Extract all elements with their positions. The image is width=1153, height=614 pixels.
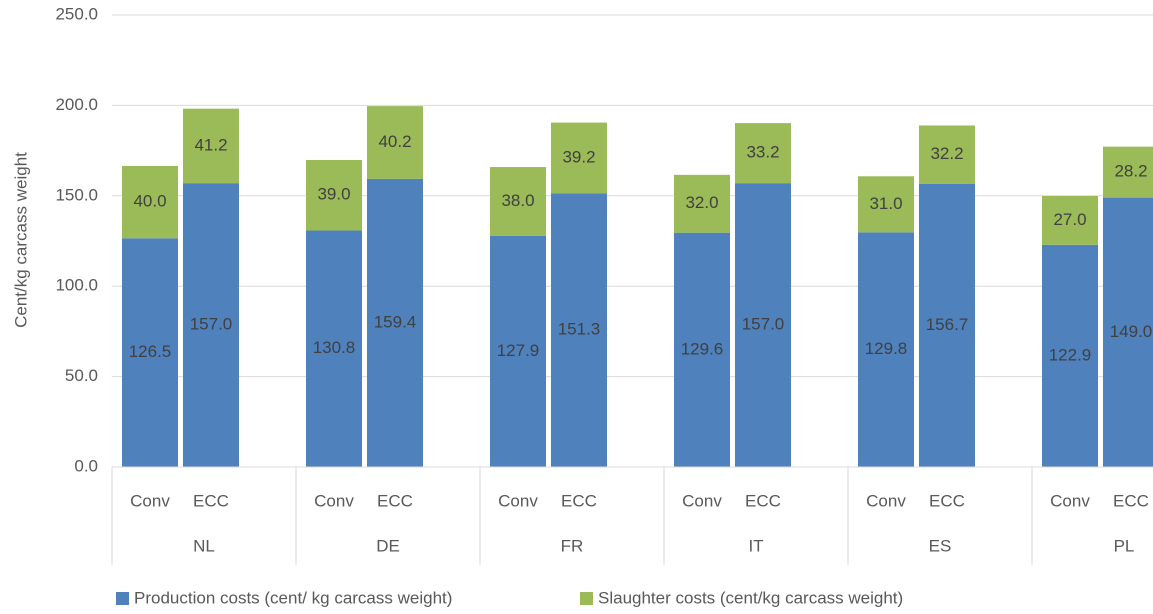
x-tick-label: Conv [130,491,170,510]
bar-segment [735,183,791,468]
data-label: 122.9 [1049,345,1092,364]
y-tick-label: 0.0 [74,456,98,475]
x-tick-label: ECC [377,491,413,510]
data-label: 159.4 [374,312,417,331]
bar-segment [183,108,239,184]
data-label: 28.2 [1114,162,1147,181]
legend-label: Production costs (cent/ kg carcass weigh… [134,588,452,607]
bar-segment [1103,146,1153,198]
x-tick-label: Conv [314,491,354,510]
bar-segment [1042,244,1098,467]
data-label: 157.0 [190,315,233,334]
group-label: PL [1114,536,1135,555]
bar-segment [551,122,607,194]
data-label: 151.3 [558,320,601,339]
x-tick-label: ECC [1113,491,1149,510]
data-label: 40.2 [378,132,411,151]
bar-segment [122,238,178,467]
bar-segment [306,160,362,231]
legend-swatch [580,592,593,605]
data-label: 156.7 [926,315,969,334]
group-label: IT [748,536,763,555]
bar-segment [306,230,362,467]
x-tick-label: Conv [498,491,538,510]
x-tick-label: ECC [929,491,965,510]
bar-segment [122,165,178,239]
y-tick-label: 150.0 [55,185,98,204]
bar-segment [490,235,546,467]
bar-segment [674,174,730,233]
y-tick-label: 200.0 [55,95,98,114]
data-label: 32.0 [685,193,718,212]
bar-segment [674,232,730,467]
bar-segment [551,193,607,468]
data-label: 39.0 [317,185,350,204]
group-label: DE [376,536,400,555]
x-tick-label: ECC [745,491,781,510]
data-label: 149.0 [1110,322,1153,341]
y-tick-label: 100.0 [55,276,98,295]
data-label: 31.0 [869,194,902,213]
data-label: 130.8 [313,338,356,357]
bar-segment [1042,195,1098,245]
data-label: 41.2 [194,135,227,154]
group-label: NL [193,536,215,555]
bar-segment [1103,197,1153,467]
y-tick-label: 250.0 [55,4,98,23]
group-label: FR [561,536,584,555]
data-label: 38.0 [501,191,534,210]
bar-segment [490,167,546,236]
bar-segment [858,232,914,467]
bar-segment [367,178,423,467]
data-label: 40.0 [133,192,166,211]
x-tick-label: ECC [193,491,229,510]
x-tick-label: Conv [1050,491,1090,510]
bar-segment [367,106,423,179]
data-label: 39.2 [562,147,595,166]
x-tick-label: Conv [682,491,722,510]
legend-swatch [116,592,129,605]
bar-segment [919,125,975,184]
data-label: 27.0 [1053,210,1086,229]
y-tick-label: 50.0 [65,366,98,385]
y-axis-label: Cent/kg carcass weight [11,152,30,328]
data-label: 126.5 [129,342,172,361]
bar-segment [735,123,791,184]
legend-label: Slaughter costs (cent/kg carcass weight) [598,588,903,607]
x-tick-label: Conv [866,491,906,510]
data-label: 129.6 [681,339,724,358]
data-label: 129.8 [865,339,908,358]
data-label: 32.2 [930,144,963,163]
data-label: 157.0 [742,315,785,334]
data-label: 127.9 [497,341,540,360]
bar-segment [858,176,914,233]
data-label: 33.2 [746,143,779,162]
x-tick-label: ECC [561,491,597,510]
bar-segment [183,183,239,468]
bar-segment [919,183,975,467]
group-label: ES [929,536,952,555]
